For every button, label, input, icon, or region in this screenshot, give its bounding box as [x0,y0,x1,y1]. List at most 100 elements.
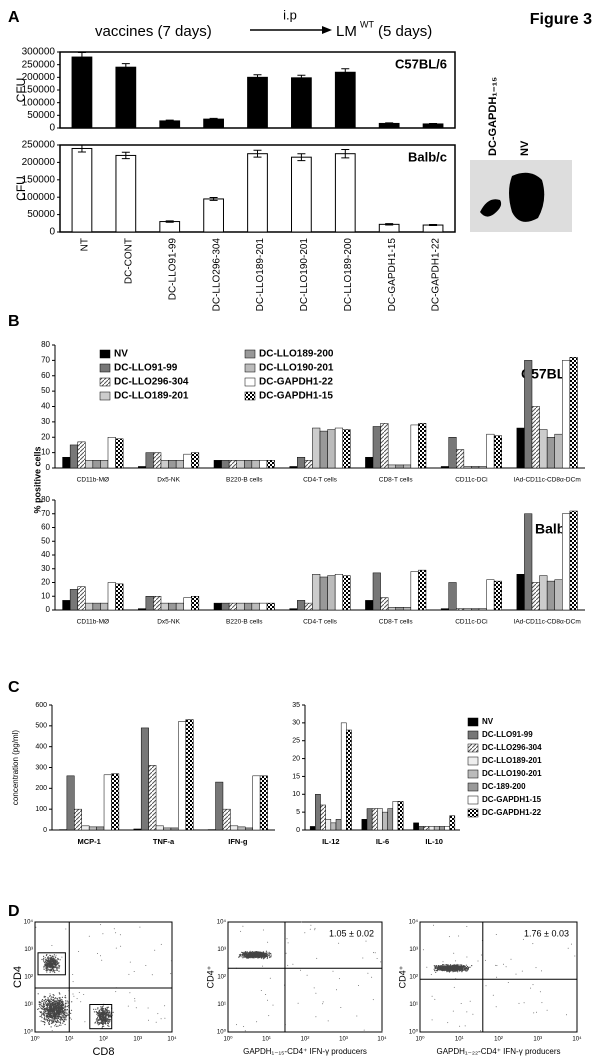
y-tick-label: 0 [296,827,300,834]
flow-dot [106,1011,108,1013]
legend-swatch [467,730,479,740]
y-tick-label: 10 [41,448,50,457]
flow-dot [546,1009,548,1011]
flow-dot [456,966,458,968]
y-tick-label: 500 [35,723,47,730]
bar [155,825,164,831]
flow-dot [257,953,259,955]
bar [203,198,224,233]
flow-dot [54,1006,57,1009]
flow-dot [55,964,57,967]
bar [410,571,419,611]
flow-dot [60,1012,62,1014]
flow-dot [292,963,294,965]
flow-dot [46,961,48,964]
flow-dot [262,958,264,960]
error-bar [121,63,130,72]
flow-dot [54,958,56,960]
flow-dot [52,971,54,973]
flow-dot [51,1010,53,1013]
schema-text: LM [336,23,357,40]
bar [304,460,313,469]
flow-dot [105,1011,107,1013]
flow-dot [505,966,507,968]
flow-dot [468,966,470,969]
flow-dot [300,969,301,971]
flow-dot [48,1006,51,1008]
flow-dot [98,1014,100,1016]
flow-dot [256,952,258,954]
flow-dot [47,956,49,958]
flow-dot [102,1017,104,1019]
bar [175,460,184,469]
flow-dot [103,1015,105,1017]
flow-dot [261,956,263,958]
flow-dot [106,1007,108,1009]
flow-dot [72,981,74,983]
flow-dot [154,949,156,951]
flow-dot [52,1015,53,1017]
flow-dot [53,970,55,972]
flow-dot [107,1012,109,1014]
flow-dot [258,954,260,956]
flow-dot [50,965,52,967]
bar [92,460,101,469]
y-tick-label: 200000 [22,157,56,168]
bar [160,602,169,611]
flow-dot [269,956,271,958]
bar [493,580,502,611]
bar [247,153,268,233]
flow-dot [431,1019,433,1021]
flow-dot [61,1010,64,1013]
flow-dot [458,935,460,937]
flow-dot [104,1022,106,1024]
flow-dot [54,966,56,968]
flow-dot [58,1007,60,1010]
x-tick-label: CD11c-DCi [455,477,487,484]
flow-dot [57,966,59,968]
flow-dot [46,1015,48,1017]
flow-dot [102,933,104,935]
flow-dot [503,963,504,965]
flow-dot [53,961,56,963]
bar [365,600,374,611]
flow-dot [52,1010,55,1012]
flow-dot [94,1021,97,1023]
flow-dot [101,1006,103,1008]
flow-y-tick: 10³ [409,947,418,953]
flow-dot [338,942,340,944]
flow-dot [56,1001,58,1003]
flow-dot [52,968,54,970]
y-tick-label: 15 [292,773,300,780]
y-tick-label: 200 [35,785,47,792]
flow-dot [50,997,52,999]
x-tick-label: Dx5-NK [157,619,180,626]
flow-dot [58,1012,61,1014]
flow-dot [461,970,463,973]
flow-dot [53,1018,55,1020]
flow-dot [48,1007,50,1009]
y-tick-label: 10 [41,591,50,600]
y-tick-label: 80 [41,495,50,504]
flow-dot [57,1012,59,1014]
flow-x-tick: 10³ [133,1037,142,1043]
flow-dot [50,955,52,957]
flow-dot [251,956,253,958]
flow-dot [437,966,439,968]
flow-dot [58,970,60,972]
flow-dot [102,1005,104,1007]
flow-dot [48,969,50,971]
bar [335,819,342,831]
flow-dot [43,1003,46,1005]
flow-dot [530,987,532,989]
flow-dot [56,1017,58,1019]
flow-dot [44,964,46,967]
flow-dot [460,968,462,971]
flow-dot [39,1001,42,1003]
y-tick-label: 10 [292,791,300,798]
flow-dot [44,962,46,964]
quadrant-stat: 1.05 ± 0.02 [329,928,374,938]
flow-dot [59,1003,61,1006]
flow-dot [66,1005,68,1008]
bar [259,460,268,469]
